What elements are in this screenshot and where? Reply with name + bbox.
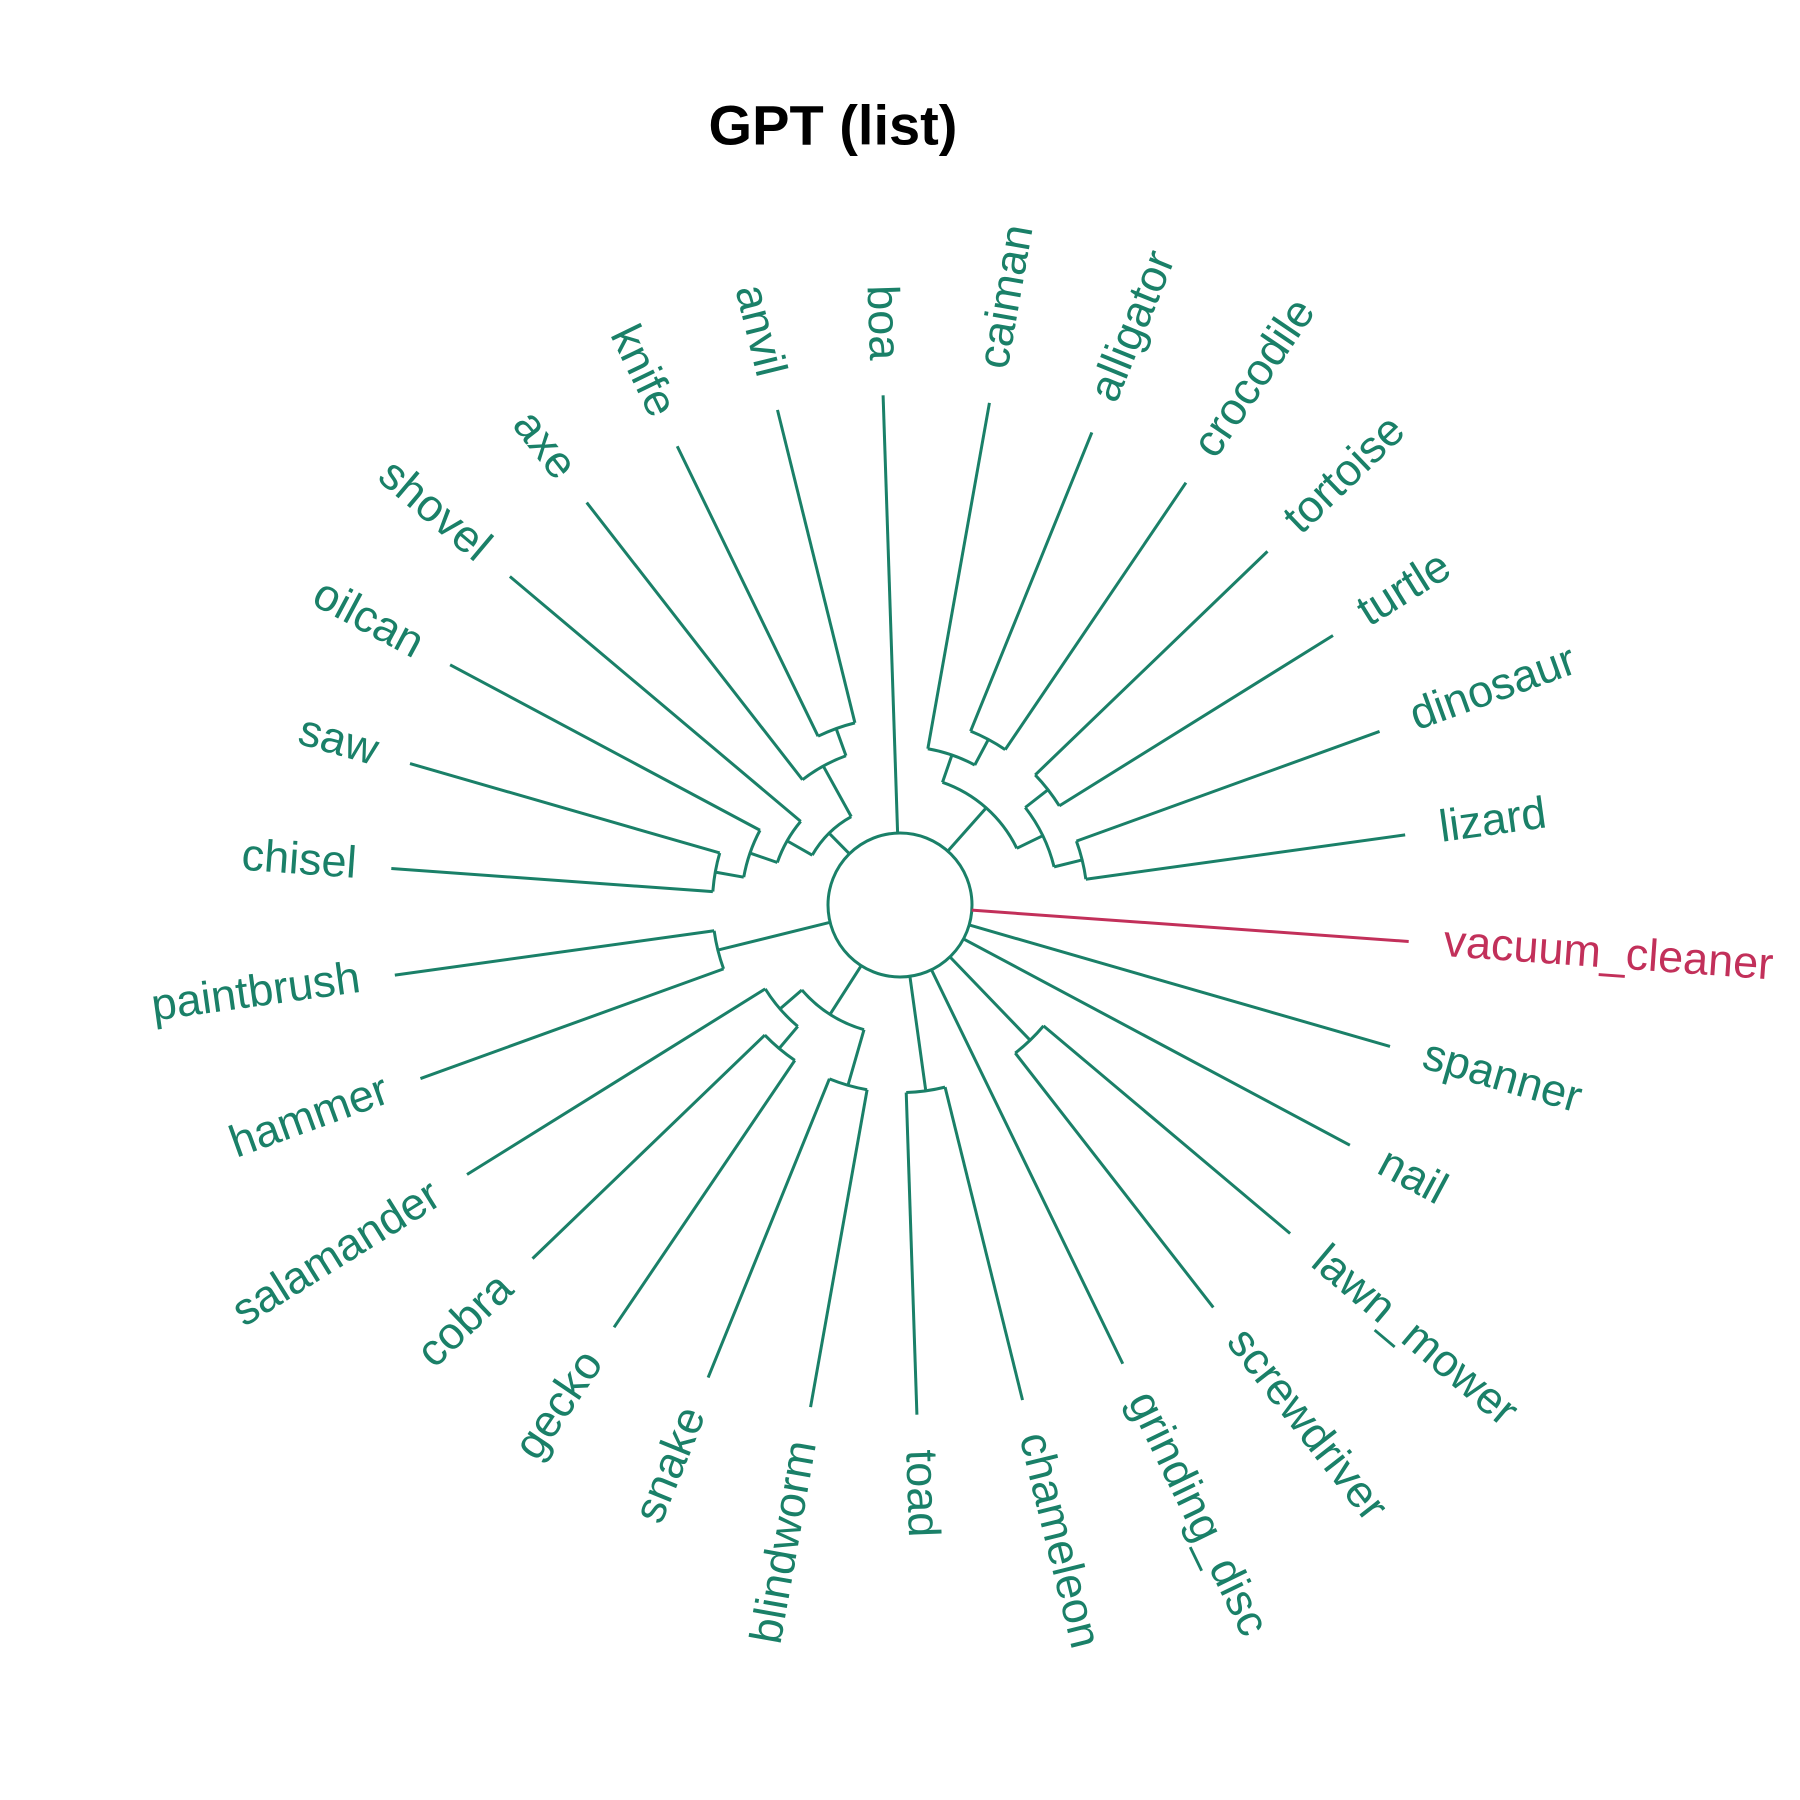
tip-branch-chameleon (943, 1086, 1024, 1401)
tip-label-alligator: alligator (1078, 243, 1185, 408)
tip-branch-chisel (391, 867, 713, 894)
dendrogram-arc (970, 729, 1007, 751)
tip-branch-lizard (1085, 833, 1406, 881)
dendrogram-arc (763, 988, 799, 1028)
tip-branch-cobra (531, 1034, 766, 1260)
dendrogram-branch (973, 738, 990, 766)
tip-label-hammer: hammer (222, 1063, 395, 1167)
dendrogram-branch (1024, 788, 1049, 809)
tip-branch-hammer (419, 967, 725, 1081)
dendrogram-arc (742, 829, 762, 878)
dendrogram-arc (810, 815, 852, 856)
tip-label-tortoise: tortoise (1273, 404, 1415, 543)
dendrogram-branch (786, 839, 814, 857)
dendrogram-branch (828, 964, 863, 1016)
dendrogram-arc (801, 754, 847, 781)
tip-label-spanner: spanner (1418, 1028, 1588, 1122)
root-ring (826, 831, 974, 979)
tip-branch-oilcan (449, 663, 761, 832)
tip-branch-screwdriver (1014, 1052, 1215, 1309)
tip-branch-boa (881, 395, 900, 834)
tip-branch-shovel (508, 575, 802, 823)
tip-label-nail: nail (1370, 1136, 1456, 1214)
tip-branch-spanner (968, 923, 1391, 1048)
tip-label-vacuum-cleaner: vacuum_cleaner (1442, 915, 1775, 989)
tip-label-grinding-disc: grinding_disc (1118, 1383, 1280, 1644)
tip-label-axe: axe (503, 400, 588, 489)
chart-title: GPT (list) (708, 93, 958, 157)
tip-label-boa: boa (858, 284, 911, 362)
dendrogram-branch (908, 976, 928, 1092)
dendrogram-arc (941, 780, 1019, 849)
dendrogram-branch (828, 832, 851, 855)
dendrogram-branch (717, 920, 831, 952)
tip-label-oilcan: oilcan (305, 567, 433, 667)
tip-branch-snake (706, 1078, 831, 1379)
tip-branch-gecko (612, 1059, 797, 1329)
tip-branch-vacuum-cleaner (971, 908, 1409, 943)
tip-label-lizard: lizard (1436, 786, 1550, 851)
tip-label-crocodile: crocodile (1181, 288, 1324, 466)
tip-branch-alligator (969, 431, 1094, 732)
tip-label-chameleon: chameleon (1010, 1427, 1112, 1653)
dendrogram-branch (779, 988, 803, 1011)
tip-label-blindworm: blindworm (740, 1436, 826, 1647)
dendrogram-branch (749, 851, 778, 864)
dendrogram-arc (906, 1085, 946, 1095)
dendrogram-arc (927, 747, 976, 767)
tip-label-salamander: salamander (222, 1168, 449, 1336)
tip-branch-caiman (926, 402, 991, 750)
dendrogram-branch (777, 1025, 799, 1050)
dendrogram-arc (817, 721, 856, 738)
tip-branch-axe (585, 501, 804, 781)
tip-label-screwdriver: screwdriver (1218, 1317, 1400, 1530)
tip-branch-blindworm (809, 1089, 869, 1408)
tip-label-shovel: shovel (370, 448, 502, 571)
tip-label-knife: knife (601, 317, 688, 425)
dendrogram-branch (941, 754, 954, 783)
tip-label-saw: saw (293, 704, 385, 775)
tip-label-chisel: chisel (240, 829, 358, 888)
dendrogram-arc (1014, 1024, 1045, 1055)
dendrogram-branch (946, 806, 988, 853)
dendrogram-branch (846, 1029, 866, 1086)
dendrogram-arc (1024, 806, 1056, 868)
tip-branch-crocodile (1003, 481, 1188, 751)
dendrogram-branch (834, 728, 848, 757)
tip-label-cobra: cobra (406, 1261, 523, 1376)
tip-branch-tortoise (1034, 550, 1269, 776)
dendrogram-arc (775, 820, 802, 864)
tip-label-dinosaur: dinosaur (1403, 633, 1583, 740)
tip-branch-toad (904, 1092, 919, 1415)
tip-label-gecko: gecko (503, 1340, 613, 1468)
dendrogram-branch (948, 955, 1032, 1042)
tip-branch-salamander (466, 987, 767, 1176)
tip-label-lawn-mower: lawn_mower (1303, 1234, 1529, 1436)
tip-label-snake: snake (623, 1399, 715, 1529)
dendrogram-arc (800, 989, 865, 1032)
dendrogram-arc (1034, 773, 1061, 807)
tip-branch-dinosaur (1075, 729, 1381, 843)
dendrogram-arc (763, 1034, 796, 1062)
tip-branch-paintbrush (394, 929, 715, 977)
tip-label-toad: toad (896, 1449, 950, 1538)
dendrogram-branch (1053, 858, 1083, 869)
tip-branch-saw (409, 762, 721, 855)
dendrogram-branch (821, 765, 853, 818)
tip-label-paintbrush: paintbrush (148, 951, 363, 1030)
tip-branch-knife (675, 445, 820, 737)
tip-label-caiman: caiman (967, 221, 1043, 373)
tip-branch-anvil (776, 409, 857, 724)
dendrogram-arc (711, 852, 722, 892)
dendrogram-branch (715, 870, 745, 879)
tip-branch-nail (962, 937, 1351, 1147)
tip-branch-grinding-disc (930, 969, 1125, 1365)
tip-branch-lawn-mower (1042, 1024, 1292, 1235)
tip-label-turtle: turtle (1347, 539, 1459, 635)
tip-label-anvil: anvil (726, 279, 798, 381)
tip-branch-turtle (1058, 634, 1334, 808)
dendrogram-branch (1016, 834, 1044, 850)
